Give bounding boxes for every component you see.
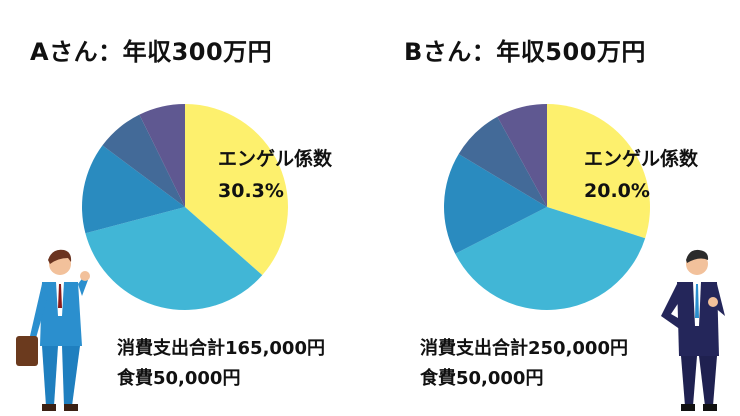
chart-b-engel-label: エンゲル係数 20.0% — [584, 143, 698, 207]
engel-label: エンゲル係数 — [218, 148, 333, 170]
businessman-b-illustration — [661, 249, 725, 411]
businessman-a-illustration — [16, 249, 90, 411]
pie-slice-1 — [185, 104, 288, 276]
pie-slice-3 — [444, 154, 547, 254]
pie-slice-4 — [102, 114, 185, 207]
chart-a-info: 消費支出合計165,000円 食費50,000円 — [117, 334, 325, 394]
pie-slice-4 — [458, 116, 547, 207]
pie-slice-2 — [455, 207, 646, 311]
pie-chart-b — [444, 104, 651, 311]
chart-b-info: 消費支出合計250,000円 食費50,000円 — [420, 334, 628, 394]
chart-a-title: Aさん：年収300万円 — [30, 38, 273, 66]
chart-a-engel-label: エンゲル係数 30.3% — [218, 143, 332, 207]
pie-slice-3 — [82, 145, 185, 234]
pie-slice-2 — [85, 207, 263, 311]
pie-slice-5 — [497, 104, 547, 207]
food-cost: 食費50,000円 — [420, 368, 544, 389]
engel-value: 30.3% — [218, 180, 284, 202]
pie-slice-5 — [139, 104, 185, 207]
pie-chart-a — [82, 104, 288, 311]
engel-value: 20.0% — [584, 180, 650, 202]
spending-total: 消費支出合計165,000円 — [117, 338, 325, 359]
food-cost: 食費50,000円 — [117, 368, 241, 389]
spending-total: 消費支出合計250,000円 — [420, 338, 628, 359]
pie-slice-1 — [547, 104, 651, 239]
engel-label: エンゲル係数 — [584, 148, 699, 170]
chart-b-title: Bさん：年収500万円 — [404, 38, 646, 66]
